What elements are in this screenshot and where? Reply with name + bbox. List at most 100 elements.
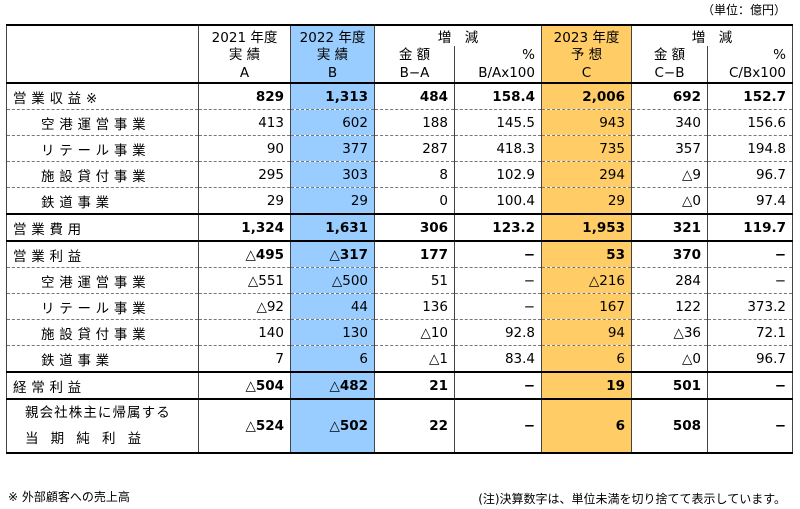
- cell-ba: 287: [374, 135, 455, 162]
- row-label: 空港運営事業: [6, 109, 199, 136]
- cell-cpct: 373.2: [707, 293, 793, 320]
- cell-a: 1,324: [198, 213, 291, 241]
- table-row: 鉄道事業 29 29 0 100.4 29 △0 97.4: [6, 187, 793, 214]
- cell-b: 6: [290, 345, 375, 372]
- cell-a: 140: [198, 319, 291, 346]
- cell-ba: 136: [374, 293, 455, 320]
- cell-cpct: 97.4: [707, 187, 793, 214]
- cell-ba: △1: [374, 345, 455, 372]
- row-label: リテール事業: [6, 135, 199, 162]
- cell-c: 2,006: [541, 83, 632, 110]
- row-label-line2: 当期純利益: [25, 431, 154, 447]
- table-row: 施設貸付事業 140 130 △10 92.8 94 △36 72.1: [6, 319, 793, 346]
- table-row: リテール事業 90 377 287 418.3 735 357 194.8: [6, 135, 793, 162]
- cell-cpct: 152.7: [707, 83, 793, 110]
- cell-bpct: 83.4: [454, 345, 542, 372]
- cell-ba: 0: [374, 187, 455, 214]
- row-label: リテール事業: [6, 293, 199, 320]
- cell-cb: 370: [631, 240, 708, 268]
- cell-b: 130: [290, 319, 375, 346]
- cell-b: 1,631: [290, 213, 375, 241]
- cell-cb: △0: [631, 187, 708, 214]
- footnote-external-sales: ※ 外部顧客への売上高: [8, 490, 130, 504]
- cell-cpct: 194.8: [707, 135, 793, 162]
- cell-b: △482: [290, 371, 375, 399]
- cell-c: 19: [541, 371, 632, 399]
- header-blank: [6, 46, 199, 64]
- cell-ba: 21: [374, 371, 455, 399]
- cell-cb: 284: [631, 267, 708, 294]
- header-chg1-amount-code: B−A: [374, 64, 455, 84]
- cell-cpct: −: [707, 267, 793, 294]
- cell-bpct: 123.2: [454, 213, 542, 241]
- header-2023-code: C: [541, 64, 632, 84]
- cell-c: 29: [541, 187, 632, 214]
- table-row: 営業収益※ 829 1,313 484 158.4 2,006 692 152.…: [6, 83, 793, 110]
- cell-c: 1,953: [541, 213, 632, 241]
- cell-cpct: 96.7: [707, 161, 793, 188]
- cell-cb: 692: [631, 83, 708, 110]
- header-2023-sub: 予 想: [541, 46, 632, 64]
- cell-ba: 8: [374, 161, 455, 188]
- cell-a: 829: [198, 83, 291, 110]
- footnote-rounding: (注)決算数字は、単位未満を切り捨てて表示しています。: [478, 492, 786, 506]
- cell-c: 6: [541, 398, 632, 454]
- header-blank: [6, 24, 199, 46]
- cell-b: 44: [290, 293, 375, 320]
- header-row-2: 実 績 実 績 金 額 % 予 想 金 額 %: [6, 46, 793, 64]
- cell-cb: 340: [631, 109, 708, 136]
- table-row: 空港運営事業 413 602 188 145.5 943 340 156.6: [6, 109, 793, 136]
- cell-b: △317: [290, 240, 375, 268]
- row-label-line1: 親会社株主に帰属する: [25, 405, 171, 421]
- cell-cb: 357: [631, 135, 708, 162]
- cell-cpct: −: [707, 240, 793, 268]
- table-row: 施設貸付事業 295 303 8 102.9 294 △9 96.7: [6, 161, 793, 188]
- row-label: 営業費用: [6, 213, 199, 241]
- table-row: 営業費用 1,324 1,631 306 123.2 1,953 321 119…: [6, 213, 793, 241]
- cell-a: 7: [198, 345, 291, 372]
- cell-c: △216: [541, 267, 632, 294]
- header-row-3: A B B−A B/Ax100 C C−B C/Bx100: [6, 64, 793, 84]
- header-2022: 2022 年度: [290, 24, 375, 46]
- cell-cpct: −: [707, 371, 793, 399]
- cell-cpct: 72.1: [707, 319, 793, 346]
- cell-ba: 51: [374, 267, 455, 294]
- header-chg2-amount-code: C−B: [631, 64, 708, 84]
- cell-cb: △9: [631, 161, 708, 188]
- table-row: 鉄道事業 7 6 △1 83.4 6 △0 96.7: [6, 345, 793, 372]
- cell-bpct: 158.4: [454, 83, 542, 110]
- cell-b: △502: [290, 398, 375, 454]
- header-chg2-pct: %: [707, 46, 793, 64]
- cell-b: 377: [290, 135, 375, 162]
- cell-bpct: 145.5: [454, 109, 542, 136]
- row-label: 親会社株主に帰属する 当期純利益: [6, 398, 199, 454]
- cell-c: 53: [541, 240, 632, 268]
- header-2022-sub: 実 績: [290, 46, 375, 64]
- cell-bpct: −: [454, 398, 542, 454]
- cell-b: 303: [290, 161, 375, 188]
- cell-bpct: −: [454, 293, 542, 320]
- cell-b: 602: [290, 109, 375, 136]
- cell-a: 413: [198, 109, 291, 136]
- cell-ba: 484: [374, 83, 455, 110]
- cell-a: 295: [198, 161, 291, 188]
- cell-ba: △10: [374, 319, 455, 346]
- table-row: リテール事業 △92 44 136 − 167 122 373.2: [6, 293, 793, 320]
- cell-cb: 122: [631, 293, 708, 320]
- table-row: 経常利益 △504 △482 21 − 19 501 −: [6, 371, 793, 399]
- row-label: 鉄道事業: [6, 187, 199, 214]
- cell-cpct: 156.6: [707, 109, 793, 136]
- cell-c: 943: [541, 109, 632, 136]
- cell-b: 29: [290, 187, 375, 214]
- cell-cb: 501: [631, 371, 708, 399]
- header-chg1-pct: %: [454, 46, 542, 64]
- header-chg2-amount: 金 額: [631, 46, 708, 64]
- cell-a: 29: [198, 187, 291, 214]
- cell-cpct: −: [707, 398, 793, 454]
- row-label: 営業利益: [6, 240, 199, 268]
- cell-cb: 321: [631, 213, 708, 241]
- header-blank: [6, 64, 199, 84]
- cell-c: 6: [541, 345, 632, 372]
- table-row: 営業利益 △495 △317 177 − 53 370 −: [6, 240, 793, 268]
- cell-ba: 188: [374, 109, 455, 136]
